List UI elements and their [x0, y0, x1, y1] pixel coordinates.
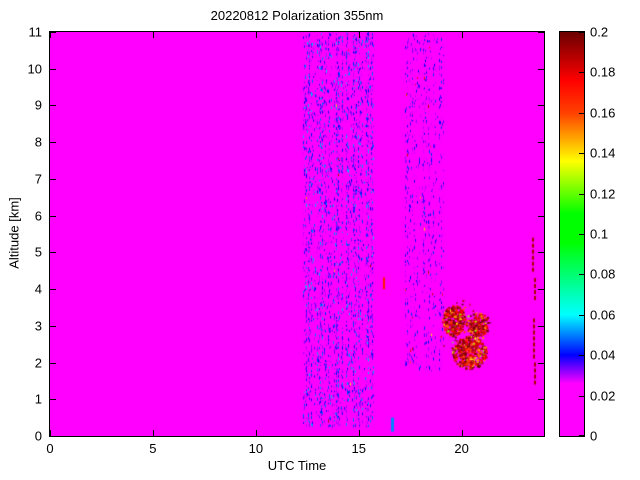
y-tick-mark-right — [538, 105, 544, 107]
y-tick-mark — [50, 178, 56, 180]
x-tick-label: 15 — [351, 441, 366, 456]
x-tick-mark — [255, 430, 257, 436]
y-tick-label: 8 — [34, 134, 42, 150]
y-tick-mark — [50, 215, 56, 217]
colorbar-tick-mark — [579, 234, 584, 235]
y-tick-mark-right — [538, 142, 544, 144]
x-tick-mark — [461, 430, 463, 436]
colorbar-tick-mark — [579, 274, 584, 276]
y-tick-mark-right — [538, 289, 544, 291]
y-tick-mark-right — [538, 362, 544, 364]
y-tick-label: 11 — [28, 24, 43, 40]
colorbar-tick-label: 0 — [590, 428, 598, 444]
x-tick-mark-top — [255, 32, 257, 38]
colorbar-tick-label: 0.16 — [590, 105, 616, 121]
y-tick-mark — [50, 325, 56, 327]
plot-area — [49, 31, 545, 437]
y-tick-mark-right — [538, 325, 544, 327]
x-tick-mark-top — [461, 32, 463, 38]
colorbar-tick-label: 0.08 — [590, 266, 616, 282]
colorbar-tick-label: 0.02 — [590, 388, 616, 404]
x-tick-mark — [358, 430, 360, 436]
y-tick-mark-right — [538, 399, 544, 401]
colorbar-tick-label: 0.18 — [590, 64, 616, 80]
y-tick-label: 5 — [34, 244, 42, 260]
y-tick-mark-right — [538, 32, 544, 33]
y-tick-mark — [50, 399, 56, 401]
x-tick-mark — [152, 430, 154, 436]
y-tick-label: 9 — [34, 97, 42, 113]
y-tick-label: 6 — [34, 208, 42, 224]
y-tick-label: 7 — [34, 171, 42, 187]
x-tick-mark-top — [152, 32, 154, 38]
y-tick-mark-right — [538, 68, 544, 70]
y-tick-mark-right — [538, 215, 544, 217]
y-tick-mark — [50, 32, 56, 33]
y-tick-mark — [50, 252, 56, 254]
x-tick-mark — [50, 430, 51, 436]
colorbar-tick-mark — [579, 72, 584, 74]
y-tick-label: 0 — [34, 428, 42, 444]
y-tick-label: 1 — [34, 391, 42, 407]
x-tick-label: 10 — [248, 441, 264, 456]
colorbar-tick-mark — [579, 153, 584, 155]
colorbar-tick-label: 0.12 — [590, 186, 616, 202]
y-tick-mark — [50, 436, 56, 437]
colorbar-tick-label: 0.2 — [590, 24, 609, 40]
heatmap-canvas — [50, 32, 544, 436]
x-tick-label: 0 — [46, 441, 54, 456]
chart-title: 20220812 Polarization 355nm — [210, 8, 384, 23]
x-tick-label: 5 — [149, 441, 157, 456]
y-tick-label: 3 — [34, 318, 42, 334]
y-tick-mark-right — [538, 178, 544, 180]
colorbar — [559, 31, 585, 437]
y-tick-mark-right — [538, 436, 544, 437]
colorbar-tick-mark — [579, 355, 584, 357]
y-tick-mark — [50, 68, 56, 70]
colorbar-tick-mark — [579, 193, 584, 195]
colorbar-tick-mark — [579, 32, 584, 33]
colorbar-tick-label: 0.14 — [590, 145, 616, 161]
y-tick-mark — [50, 289, 56, 291]
colorbar-tick-mark — [579, 314, 584, 316]
y-tick-mark-right — [538, 252, 544, 254]
x-tick-mark-top — [358, 32, 360, 38]
x-tick-mark-top — [50, 32, 51, 38]
colorbar-tick-mark — [579, 435, 584, 436]
colorbar-tick-label: 0.04 — [590, 347, 616, 363]
colorbar-tick-label: 0.06 — [590, 307, 616, 323]
y-tick-mark — [50, 362, 56, 364]
y-tick-mark — [50, 105, 56, 107]
y-tick-label: 10 — [27, 61, 42, 77]
y-tick-mark — [50, 142, 56, 144]
x-axis-label: UTC Time — [267, 458, 327, 473]
x-tick-label: 20 — [454, 441, 469, 456]
y-tick-label: 4 — [34, 281, 42, 297]
colorbar-tick-label: 0.1 — [590, 226, 609, 242]
y-tick-label: 2 — [34, 355, 42, 371]
colorbar-tick-mark — [579, 112, 584, 114]
colorbar-tick-mark — [579, 395, 584, 397]
